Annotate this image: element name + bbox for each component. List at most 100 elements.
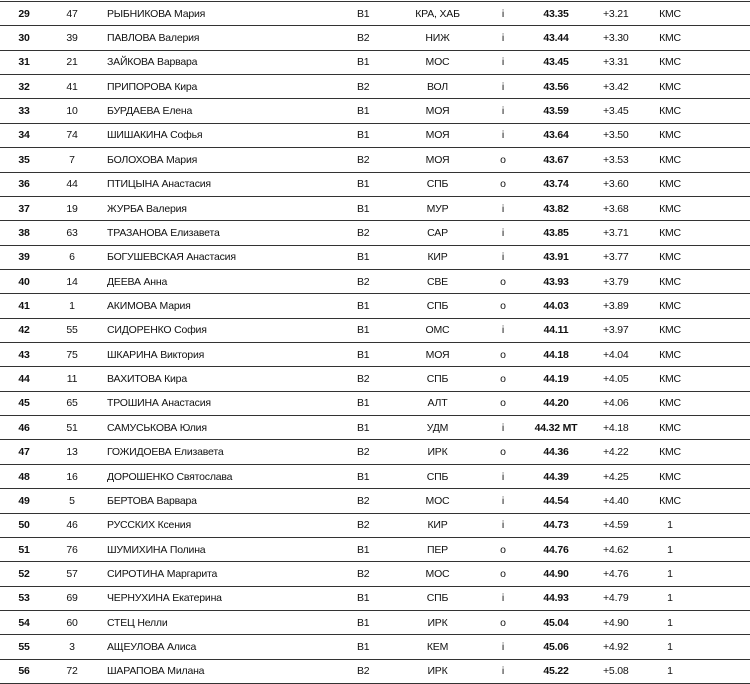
table-row: 38 63 ТРАЗАНОВА Елизавета B2 САР i 43.85 +3.71 К… [0,220,750,244]
cell-time: 43.93 [543,275,569,288]
cell-place: 36 [18,178,30,191]
cell-diff: +3.79 [603,275,629,288]
cell-bib: 1 [69,299,75,312]
cell-group: B2 [357,494,370,507]
cell-lane: o [500,299,506,312]
cell-region: КИР [427,251,448,264]
cell-group: B1 [357,251,370,264]
cell-region: ВОЛ [427,80,448,93]
cell-group: B2 [357,80,370,93]
cell-time: 44.32 МТ [534,421,578,434]
cell-group: B2 [357,153,370,166]
cell-group: B1 [357,421,370,434]
cell-region: МУР [426,202,449,215]
cell-name: СТЕЦ Нелли [107,616,168,629]
cell-group: B1 [357,641,370,654]
cell-diff: +3.31 [603,56,629,69]
table-row: 51 76 ШУМИХИНА Полина B1 ПЕР o 44.76 +4.62 1 [0,536,750,561]
cell-lane: o [500,616,506,629]
cell-time: 44.54 [543,494,569,507]
table-row: 33 10 БУРДАЕВА Елена B1 МОЯ i 43.59 +3.45 КМС [0,98,750,122]
cell-name: ШУМИХИНА Полина [107,543,206,556]
table-row: 49 5 БЕРТОВА Варвара B2 МОС i 44.54 +4.40 КМС [0,488,750,512]
cell-region: СВЕ [427,275,448,288]
cell-time: 44.39 [543,470,569,483]
table-row: 43 75 ШКАРИНА Виктория B1 МОЯ o 44.18 +4.04 КМС [0,342,750,366]
cell-time: 45.22 [543,665,569,678]
cell-time: 43.82 [543,202,569,215]
cell-name: ШИШАКИНА Софья [107,129,203,142]
cell-diff: +4.40 [603,494,629,507]
cell-group: B1 [357,299,370,312]
cell-name: ЧЕРНУХИНА Екатерина [107,592,222,605]
cell-time: 43.56 [543,80,569,93]
table-row: 45 65 ТРОШИНА Анастасия B1 АЛТ o 44.20 +4.06 КМС [0,390,750,415]
cell-group: B2 [357,226,370,239]
cell-name: ВАХИТОВА Кира [107,373,187,386]
cell-group: B1 [357,202,370,215]
cell-lane: i [501,129,505,142]
cell-bib: 44 [66,178,78,191]
table-row: 54 60 СТЕЦ Нелли B1 ИРК o 45.04 +4.90 1 [0,609,750,634]
table-row: 30 39 ПАВЛОВА Валерия B2 НИЖ i 43.44 +3.30 КМС [0,25,750,49]
cell-place: 43 [18,348,30,361]
cell-region: МОС [425,494,450,507]
cell-diff: +3.60 [603,178,629,191]
cell-lane: i [501,80,505,93]
cell-region: ИРК [427,616,448,629]
cell-rank: КМС [659,251,681,264]
cell-lane: i [501,226,505,239]
cell-time: 44.19 [543,373,569,386]
cell-place: 34 [18,129,30,142]
cell-time: 44.11 [543,324,569,337]
cell-bib: 74 [66,129,78,142]
cell-lane: i [501,251,505,264]
cell-diff: +4.04 [603,348,629,361]
cell-rank: КМС [659,153,681,166]
cell-lane: o [500,178,506,191]
cell-place: 33 [18,105,30,118]
cell-name: ГОЖИДОЕВА Елизавета [107,446,224,459]
cell-lane: o [500,275,506,288]
cell-group: B1 [357,616,370,629]
cell-group: B1 [357,397,370,410]
cell-rank: КМС [659,56,681,69]
cell-rank: КМС [659,275,681,288]
cell-region: МОС [425,56,450,69]
cell-place: 53 [18,592,30,605]
cell-region: ИРК [427,446,448,459]
cell-bib: 72 [66,665,78,678]
cell-diff: +4.76 [603,567,629,580]
cell-lane: o [500,567,506,580]
cell-diff: +3.68 [603,202,629,215]
cell-name: ШКАРИНА Виктория [107,348,205,361]
cell-region: ПЕР [427,543,448,556]
cell-bib: 19 [66,202,78,215]
cell-time: 43.67 [543,153,569,166]
table-row: 41 1 АКИМОВА Мария B1 СПБ o 44.03 +3.89 КМС [0,293,750,317]
cell-rank: КМС [659,494,681,507]
cell-place: 30 [18,32,30,45]
cell-rank: КМС [659,470,681,483]
cell-region: СПБ [426,592,449,605]
cell-diff: +4.92 [603,641,629,654]
cell-group: B1 [357,348,370,361]
cell-lane: o [500,373,506,386]
cell-name: БУРДАЕВА Елена [107,105,193,118]
cell-lane: o [500,153,506,166]
cell-time: 43.74 [543,178,569,191]
cell-group: B2 [357,32,370,45]
table-row: 36 44 ПТИЦЫНА Анастасия B1 СПБ o 43.74 +3.60 КМС [0,171,750,196]
cell-group: B1 [357,129,370,142]
cell-lane: i [501,7,505,20]
cell-bib: 75 [66,348,78,361]
cell-rank: КМС [659,397,681,410]
cell-diff: +4.79 [603,592,629,605]
cell-region: САР [427,226,448,239]
cell-bib: 51 [66,421,78,434]
cell-group: B1 [357,543,370,556]
cell-diff: +5.08 [603,665,629,678]
cell-region: ОМС [425,324,450,337]
cell-lane: i [501,592,505,605]
cell-name: АКИМОВА Мария [107,299,191,312]
